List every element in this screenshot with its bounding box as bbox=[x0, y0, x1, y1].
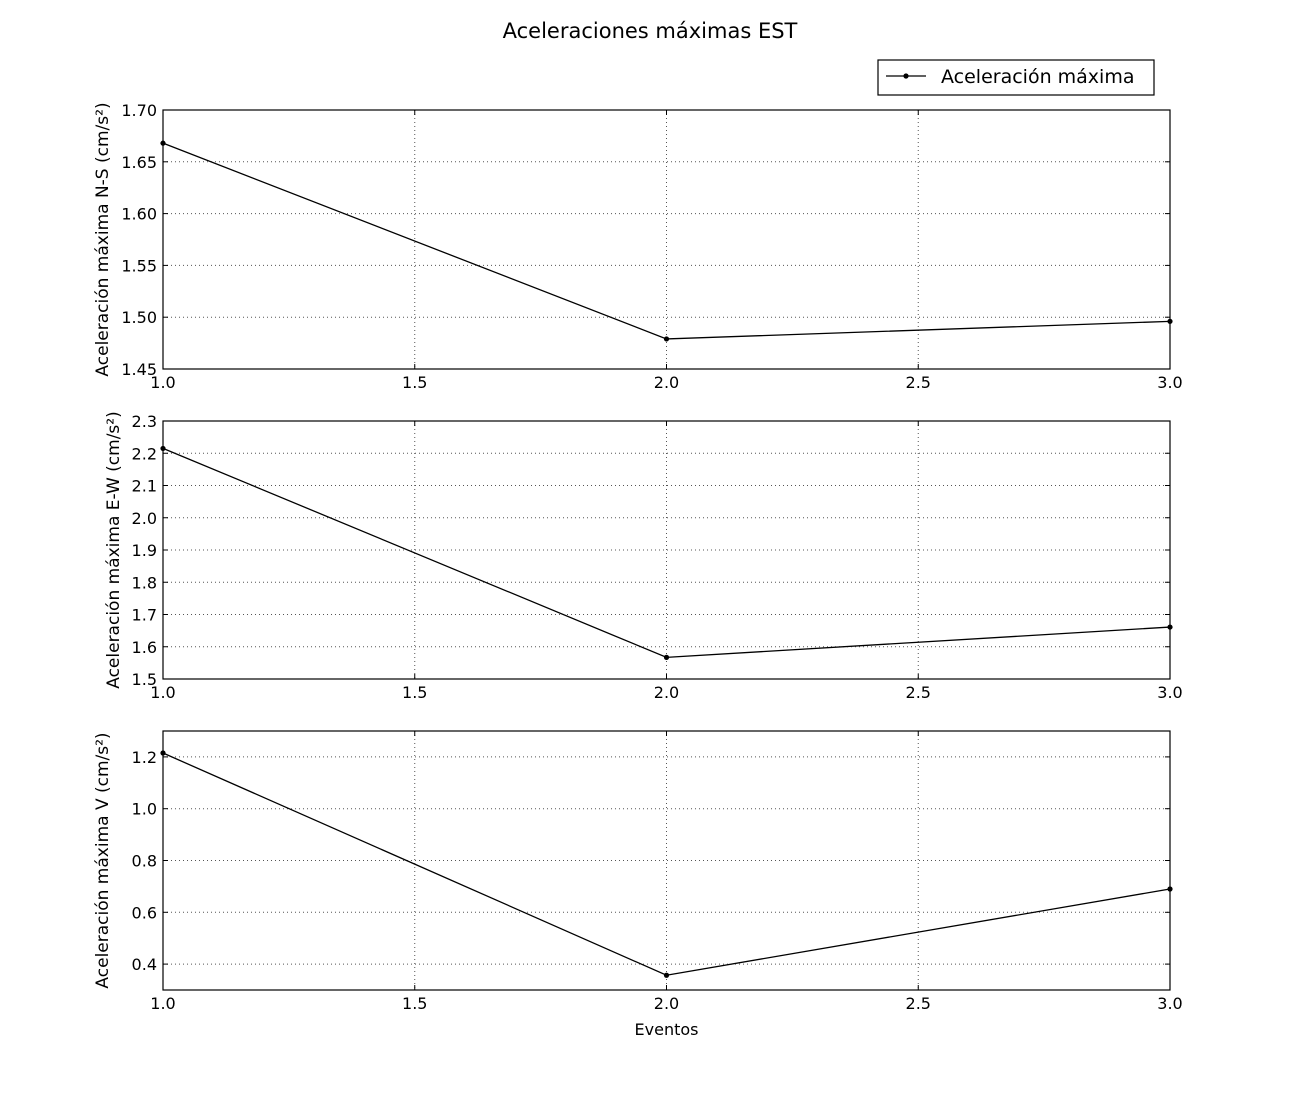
subplot-ns-y-tick-label: 1.45 bbox=[121, 360, 157, 379]
subplot-v-axes-frame bbox=[162, 730, 1171, 991]
figure-title: Aceleraciones máximas EST bbox=[503, 19, 798, 43]
subplot-ns-data-point bbox=[663, 336, 670, 342]
subplot-ns-y-tick-label: 1.70 bbox=[121, 101, 157, 120]
subplot-v-y-tick-label: 0.6 bbox=[132, 903, 157, 922]
subplot-ew-y-tick-label: 1.6 bbox=[132, 638, 157, 657]
subplot-ew-x-tick-label: 1.0 bbox=[150, 683, 175, 702]
subplot-ns-x-tick-label: 2.0 bbox=[654, 373, 679, 392]
subplot-v-y-tick-label: 1.2 bbox=[132, 748, 157, 767]
subplot-v-x-axis-label: Eventos bbox=[635, 1020, 699, 1039]
legend-frame bbox=[877, 59, 1155, 96]
subplot-ns-x-tick-label: 3.0 bbox=[1157, 373, 1182, 392]
subplot-ns-x-tick-label: 1.0 bbox=[150, 373, 175, 392]
subplot-ew-y-tick-label: 1.8 bbox=[132, 573, 157, 592]
subplot-ew-y-tick-label: 1.7 bbox=[132, 606, 157, 625]
subplot-ns-y-tick-label: 1.60 bbox=[121, 205, 157, 224]
subplot-ns-y-axis-label: Aceleración máxima N-S (cm/s²) bbox=[93, 102, 113, 376]
subplot-ew-x-tick-label: 3.0 bbox=[1157, 683, 1182, 702]
subplot-ew-y-tick-label: 2.1 bbox=[132, 477, 157, 496]
subplot-ew-axes-frame bbox=[162, 420, 1171, 680]
subplot-ns: 1.0 1.5 2.0 2.5 3.0 1.45 1.50 1.55 1.60 1.65 1.70 A… bbox=[93, 101, 1183, 392]
subplot-v-x-tick-label: 1.0 bbox=[150, 994, 175, 1013]
subplot-ew-x-tick-label: 1.5 bbox=[402, 683, 427, 702]
subplot-ew-y-tick-label: 1.9 bbox=[132, 541, 157, 560]
subplot-v-x-tick-label: 2.5 bbox=[906, 994, 931, 1013]
subplot-v-x-tick-label: 2.0 bbox=[654, 994, 679, 1013]
legend: Aceleración máxima bbox=[877, 59, 1155, 96]
subplot-ns-x-tick-label: 1.5 bbox=[402, 373, 427, 392]
subplot-ew-y-axis-label: Aceleración máxima E-W (cm/s²) bbox=[104, 411, 124, 689]
legend-marker-sample bbox=[903, 73, 909, 79]
subplot-v-y-axis-label: Aceleración máxima V (cm/s²) bbox=[93, 732, 113, 988]
subplot-ns-axes-frame bbox=[162, 109, 1171, 370]
subplot-ew-x-tick-label: 2.0 bbox=[654, 683, 679, 702]
subplot-v-data-point bbox=[663, 972, 670, 978]
subplot-ew-y-tick-label: 2.2 bbox=[132, 444, 157, 463]
subplot-v-y-tick-label: 1.0 bbox=[132, 800, 157, 819]
subplot-ns-y-tick-label: 1.65 bbox=[121, 153, 157, 172]
subplot-v-x-tick-label: 3.0 bbox=[1157, 994, 1182, 1013]
subplot-ew-x-tick-label: 2.5 bbox=[906, 683, 931, 702]
subplot-ew-y-tick-label: 2.3 bbox=[132, 412, 157, 431]
subplot-v-x-tick-label: 1.5 bbox=[402, 994, 427, 1013]
subplot-ns-x-tick-label: 2.5 bbox=[906, 373, 931, 392]
legend-label: Aceleración máxima bbox=[941, 66, 1134, 88]
subplot-v-y-tick-label: 0.4 bbox=[132, 955, 157, 974]
subplot-ew: 1.0 1.5 2.0 2.5 3.01.51.61.71.81.92.02.12.22… bbox=[104, 411, 1183, 702]
subplot-v: 1.0 1.5 2.0 2.5 3.0 0.4 0.6 0.8 1.0 1.2 Aceleració… bbox=[93, 730, 1183, 1039]
subplot-ew-y-tick-label: 2.0 bbox=[132, 509, 157, 528]
subplot-ns-y-tick-label: 1.55 bbox=[121, 256, 157, 275]
subplot-v-y-tick-label: 0.8 bbox=[132, 852, 157, 871]
subplot-ew-y-tick-label: 1.5 bbox=[132, 670, 157, 689]
subplot-ns-y-tick-label: 1.50 bbox=[121, 308, 157, 327]
subplot-ew-data-point bbox=[663, 654, 670, 660]
subplots: 1.0 1.5 2.0 2.5 3.01.451.501.551.601.651.70A… bbox=[93, 101, 1183, 1039]
